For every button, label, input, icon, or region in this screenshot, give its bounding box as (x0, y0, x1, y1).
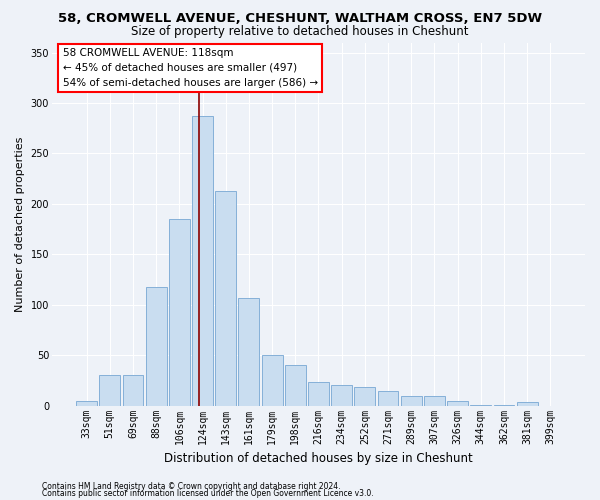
Text: 58 CROMWELL AVENUE: 118sqm
← 45% of detached houses are smaller (497)
54% of sem: 58 CROMWELL AVENUE: 118sqm ← 45% of deta… (62, 48, 318, 88)
Bar (355, 388, 375, 406)
Bar (401, 396, 422, 406)
Text: 58, CROMWELL AVENUE, CHESHUNT, WALTHAM CROSS, EN7 5DW: 58, CROMWELL AVENUE, CHESHUNT, WALTHAM C… (58, 12, 542, 26)
Bar (517, 402, 538, 406)
Bar (238, 298, 259, 406)
Bar (470, 404, 491, 406)
Bar (494, 404, 514, 406)
Text: Contains public sector information licensed under the Open Government Licence v3: Contains public sector information licen… (42, 489, 374, 498)
Bar (215, 191, 236, 406)
Bar (192, 116, 213, 406)
Bar (146, 286, 167, 406)
Bar (262, 355, 283, 406)
X-axis label: Distribution of detached houses by size in Cheshunt: Distribution of detached houses by size … (164, 452, 473, 465)
Bar (169, 219, 190, 406)
Text: Contains HM Land Registry data © Crown copyright and database right 2024.: Contains HM Land Registry data © Crown c… (42, 482, 341, 491)
Y-axis label: Number of detached properties: Number of detached properties (15, 136, 25, 312)
Bar (285, 366, 306, 406)
Bar (308, 382, 329, 406)
Text: Size of property relative to detached houses in Cheshunt: Size of property relative to detached ho… (131, 25, 469, 38)
Bar (424, 396, 445, 406)
Bar (76, 400, 97, 406)
Bar (100, 376, 120, 406)
Bar (331, 386, 352, 406)
Bar (447, 400, 468, 406)
Bar (122, 376, 143, 406)
Bar (377, 390, 398, 406)
